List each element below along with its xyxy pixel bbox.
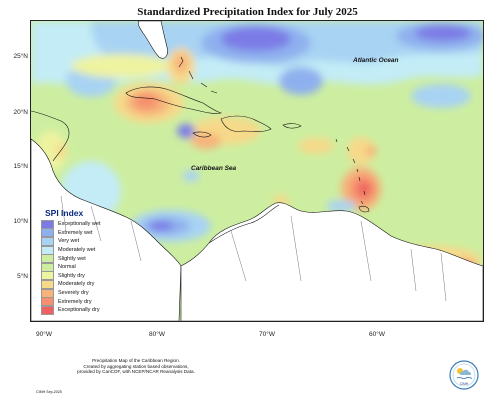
legend-label: Normal bbox=[58, 264, 76, 271]
lon-label-70w: 70°W bbox=[259, 331, 275, 338]
lat-label-10n: 10°N bbox=[13, 218, 28, 225]
legend-title: SPI Index bbox=[45, 208, 84, 218]
lat-label-25n: 25°N bbox=[13, 53, 28, 60]
legend-swatch bbox=[41, 271, 54, 281]
legend-swatch bbox=[41, 262, 54, 272]
legend-swatch bbox=[41, 245, 54, 255]
land-masks bbox=[31, 21, 483, 321]
legend-label: Extremely dry bbox=[58, 298, 92, 305]
legend-item: Slightly wet bbox=[41, 254, 127, 264]
legend-item: Moderately dry bbox=[41, 279, 127, 289]
credit-line-2: Created by aggregating station based obs… bbox=[83, 363, 189, 369]
legend-label: Severely dry bbox=[58, 290, 89, 297]
legend-item: Very wet bbox=[41, 236, 127, 246]
legend-swatch bbox=[41, 219, 54, 229]
legend-item: Slightly dry bbox=[41, 271, 127, 281]
lat-label-5n: 5°N bbox=[17, 273, 28, 280]
map-credit: Precipitation Map of the Caribbean Regio… bbox=[36, 358, 236, 375]
atlantic-ocean-label: Atlantic Ocean bbox=[353, 57, 399, 64]
legend-label: Moderately dry bbox=[58, 281, 95, 288]
cimh-logo: CIMH bbox=[449, 360, 479, 390]
coastlines bbox=[31, 56, 370, 244]
lon-label-90w: 90°W bbox=[36, 331, 52, 338]
legend-swatch bbox=[41, 279, 54, 289]
legend-swatch bbox=[41, 228, 54, 238]
map-title: Standardized Precipitation Index for Jul… bbox=[137, 6, 358, 18]
logo-text: CIMH bbox=[460, 382, 469, 386]
spi-legend: SPI Index Exceptionally wet Extremely we… bbox=[41, 208, 127, 315]
legend-swatch bbox=[41, 305, 54, 315]
legend-item: Extremely dry bbox=[41, 297, 127, 307]
lon-label-60w: 60°W bbox=[369, 331, 385, 338]
country-borders bbox=[60, 195, 447, 302]
legend-label: Moderately wet bbox=[58, 247, 96, 254]
credit-line-1: Precipitation Map of the Caribbean Regio… bbox=[92, 358, 180, 363]
lon-label-80w: 80°W bbox=[149, 331, 165, 338]
legend-swatch bbox=[41, 288, 54, 298]
legend-item: Exceptionally dry bbox=[41, 305, 127, 315]
lat-label-15n: 15°N bbox=[13, 163, 28, 170]
legend-item: Exceptionally wet bbox=[41, 219, 127, 229]
caribbean-sea-label: Caribbean Sea bbox=[191, 165, 237, 172]
legend-label: Slightly wet bbox=[58, 255, 86, 262]
credit-line-3: provided by CariCOF, with NCEP/NCAR Rean… bbox=[77, 369, 195, 375]
legend-label: Extremely wet bbox=[58, 229, 93, 236]
legend-label: Exceptionally dry bbox=[58, 307, 100, 314]
legend-swatch bbox=[41, 297, 54, 307]
legend-label: Slightly dry bbox=[58, 272, 85, 279]
legend-item: Extremely wet bbox=[41, 228, 127, 238]
legend-item: Normal bbox=[41, 262, 127, 272]
legend-item: Moderately wet bbox=[41, 245, 127, 255]
lat-label-20n: 20°N bbox=[13, 109, 28, 116]
legend-label: Exceptionally wet bbox=[58, 221, 101, 228]
legend-item: Severely dry bbox=[41, 288, 127, 298]
legend-swatch bbox=[41, 254, 54, 264]
legend-swatch bbox=[41, 236, 54, 246]
credit-date: CIMH Sep-2025 bbox=[36, 390, 62, 394]
legend-label: Very wet bbox=[58, 238, 80, 245]
